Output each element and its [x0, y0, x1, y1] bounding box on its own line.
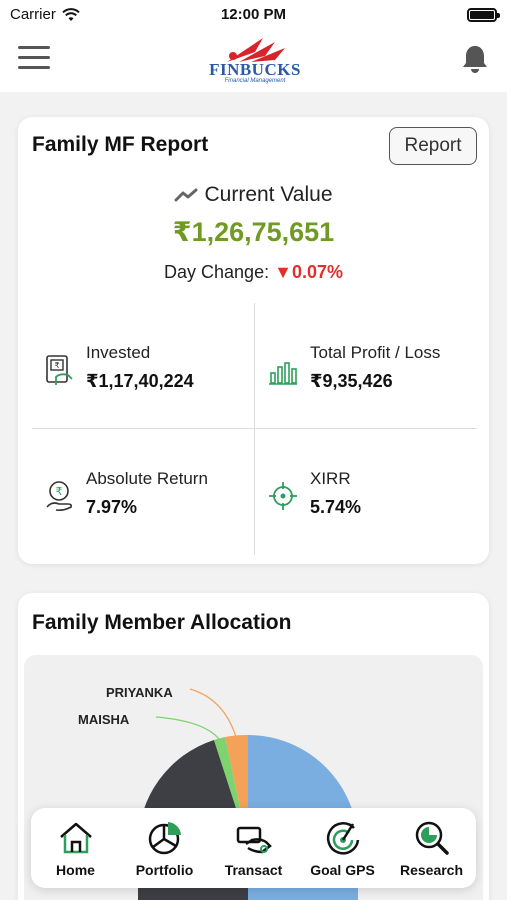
- svg-text:₹: ₹: [54, 361, 59, 370]
- home-icon: [59, 822, 92, 854]
- stats-horizontal-divider: [32, 428, 477, 429]
- logo-subtext: Financial Management: [224, 78, 286, 84]
- current-value-row: Current Value: [18, 183, 489, 207]
- invested-stat: ₹ Invested ₹1,17,40,224: [44, 343, 194, 392]
- total-profit-loss-value: ₹9,35,426: [310, 371, 393, 391]
- tab-home[interactable]: Home: [33, 818, 118, 878]
- carrier-group: Carrier: [10, 6, 80, 23]
- stats-vertical-divider: [254, 303, 255, 555]
- notification-bell-icon[interactable]: [461, 44, 489, 74]
- xirr-value: 5.74%: [310, 497, 362, 517]
- target-icon: [269, 482, 297, 510]
- logo-text: FINBUCKS: [209, 60, 301, 79]
- current-value-label: Current Value: [204, 183, 333, 206]
- transact-icon: [236, 826, 272, 854]
- pie-label-maisha: MAISHA: [78, 712, 130, 727]
- absolute-return-stat: ₹ Absolute Return 7.97%: [44, 469, 208, 518]
- tab-goal-gps[interactable]: Goal GPS: [300, 818, 385, 878]
- goal-gps-icon: [326, 822, 359, 855]
- invested-label: Invested: [86, 343, 151, 362]
- allocation-title: Family Member Allocation: [32, 611, 292, 634]
- total-profit-loss-stat: Total Profit / Loss ₹9,35,426: [268, 343, 440, 392]
- invested-value: ₹1,17,40,224: [86, 371, 194, 391]
- tab-transact[interactable]: Transact: [211, 818, 296, 878]
- leader-line-maisha: [155, 716, 220, 740]
- svg-text:₹: ₹: [56, 485, 63, 498]
- mf-report-title: Family MF Report: [32, 133, 209, 156]
- day-change: Day Change: ▼0.07%: [18, 262, 489, 283]
- current-value-amount: ₹1,26,75,651: [172, 217, 335, 247]
- pie-label-priyanka: PRIYANKA: [106, 685, 173, 700]
- bar-chart-icon: [269, 362, 297, 385]
- tab-transact-label: Transact: [224, 862, 283, 878]
- battery-icon: [467, 8, 500, 22]
- leader-line-priyanka: [189, 688, 237, 738]
- carrier-label: Carrier: [10, 6, 56, 23]
- xirr-stat: XIRR 5.74%: [268, 469, 361, 518]
- bottom-tab-bar: Home Portfolio Transact Goal GPS: [31, 808, 476, 888]
- tab-research[interactable]: Research: [389, 818, 474, 878]
- portfolio-icon: [148, 822, 181, 855]
- day-change-value: 0.07%: [291, 262, 343, 282]
- absolute-return-label: Absolute Return: [86, 469, 208, 488]
- family-mf-report-card: Family MF Report Report Current Value ₹1…: [18, 117, 489, 564]
- day-change-label: Day Change:: [164, 262, 270, 282]
- xirr-label: XIRR: [310, 469, 351, 488]
- invested-icon: ₹: [46, 355, 73, 385]
- research-icon: [415, 821, 449, 855]
- nav-bar: FINBUCKS Financial Management: [0, 30, 507, 92]
- down-arrow-icon: ▼: [274, 262, 292, 282]
- rupee-hand-icon: ₹: [46, 481, 72, 511]
- trend-line-icon: [174, 188, 198, 202]
- tab-goal-gps-label: Goal GPS: [310, 862, 375, 878]
- status-bar: Carrier 12:00 PM: [0, 0, 507, 30]
- total-profit-loss-label: Total Profit / Loss: [310, 343, 441, 362]
- absolute-return-value: 7.97%: [86, 497, 138, 517]
- wifi-icon: [62, 7, 80, 21]
- report-button[interactable]: Report: [389, 127, 477, 165]
- tab-home-label: Home: [56, 862, 95, 878]
- tab-portfolio-label: Portfolio: [135, 862, 194, 878]
- hamburger-menu-icon[interactable]: [18, 46, 50, 70]
- logo-wings-icon: [227, 38, 285, 62]
- tab-portfolio[interactable]: Portfolio: [122, 818, 207, 878]
- status-time: 12:00 PM: [220, 6, 287, 23]
- finbucks-logo: FINBUCKS Financial Management: [205, 34, 305, 88]
- tab-research-label: Research: [399, 862, 464, 878]
